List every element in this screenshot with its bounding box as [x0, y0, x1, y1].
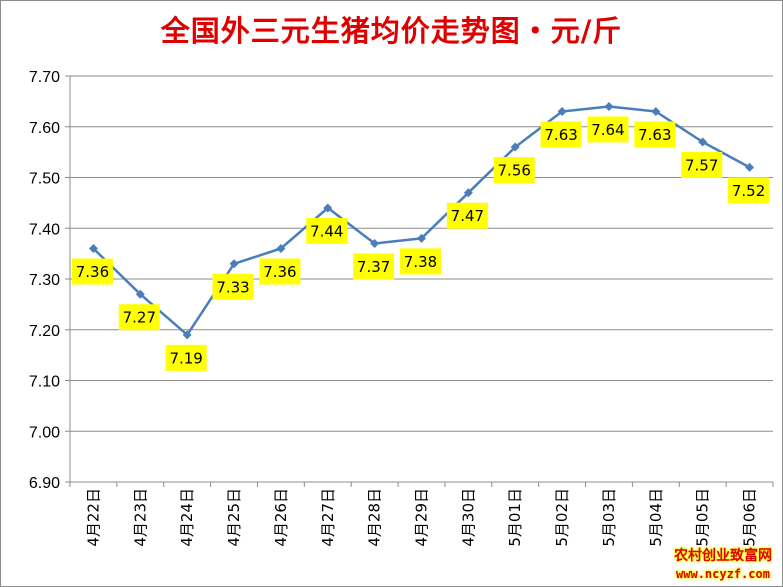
data-point	[557, 107, 567, 117]
data-point	[463, 188, 473, 198]
data-point	[323, 203, 333, 213]
y-tick-label: 7.00	[29, 424, 60, 441]
data-label: 7.44	[310, 222, 343, 240]
data-label: 7.37	[357, 258, 390, 276]
data-label: 7.57	[685, 156, 718, 174]
data-label: 7.33	[216, 278, 249, 296]
y-tick-label: 7.40	[29, 221, 60, 238]
data-label: 7.47	[451, 207, 484, 225]
data-label: 7.63	[638, 126, 671, 144]
data-label-box	[259, 258, 301, 285]
data-point	[417, 233, 426, 243]
data-point	[604, 101, 614, 111]
x-tick-label: 5月06日	[741, 488, 759, 547]
x-tick-label: 5月02日	[553, 488, 571, 547]
data-point	[182, 330, 192, 340]
data-point	[698, 137, 708, 147]
data-point	[88, 244, 98, 254]
data-point	[745, 162, 755, 172]
x-tick-label: 5月05日	[694, 488, 712, 547]
data-point	[276, 244, 286, 254]
x-tick-label: 4月22日	[84, 488, 102, 547]
x-tick-label: 5月03日	[600, 488, 618, 547]
data-label: 7.36	[76, 263, 109, 281]
data-label-box	[728, 177, 770, 204]
data-label-box	[681, 151, 723, 178]
data-label: 7.36	[263, 263, 296, 281]
x-tick-label: 4月28日	[366, 488, 384, 547]
data-label: 7.19	[169, 349, 202, 367]
data-label-box	[212, 273, 254, 300]
x-tick-label: 4月25日	[225, 488, 243, 547]
watermark-url: www.ncyzf.com	[676, 567, 770, 581]
data-point	[229, 259, 239, 269]
y-tick-label: 7.10	[29, 374, 60, 391]
chart-title: 全国外三元生猪均价走势图・元/斤	[160, 14, 623, 48]
data-label-box	[446, 202, 488, 229]
x-tick-label: 4月30日	[459, 488, 477, 547]
x-tick-label: 5月01日	[506, 488, 524, 547]
data-label: 7.27	[123, 309, 156, 327]
watermark-name: 农村创业致富网	[674, 548, 772, 564]
data-label: 7.64	[591, 121, 624, 139]
data-point	[651, 107, 661, 117]
x-tick-label: 4月29日	[413, 488, 431, 547]
data-label-box	[634, 121, 676, 148]
data-point	[135, 289, 145, 299]
data-label-box	[540, 121, 582, 148]
y-tick-label: 7.70	[29, 69, 60, 86]
data-label: 7.52	[732, 182, 765, 200]
data-label-box	[587, 116, 629, 143]
y-tick-label: 7.20	[29, 323, 60, 340]
data-label: 7.38	[404, 253, 437, 271]
data-label: 7.63	[544, 126, 577, 144]
data-label-box	[306, 217, 348, 244]
x-tick-label: 4月23日	[131, 488, 149, 547]
data-point	[510, 142, 520, 152]
x-tick-label: 4月27日	[319, 488, 337, 547]
data-label-box	[353, 253, 395, 280]
y-tick-label: 7.30	[29, 272, 60, 289]
data-label-box	[493, 157, 535, 184]
data-label-box	[400, 248, 441, 275]
data-label: 7.56	[498, 162, 531, 180]
y-tick-label: 7.60	[29, 120, 60, 137]
data-label-box	[165, 344, 207, 371]
y-tick-label: 7.50	[29, 171, 60, 188]
y-tick-label: 6.90	[29, 475, 60, 492]
data-label-box	[71, 258, 113, 285]
x-tick-label: 5月04日	[647, 488, 665, 547]
x-tick-label: 4月26日	[272, 488, 290, 547]
site-watermark: 农村创业致富网 www.ncyzf.com	[664, 547, 782, 583]
x-tick-label: 4月24日	[178, 488, 196, 547]
data-label-box	[118, 304, 160, 331]
data-point	[370, 238, 380, 248]
